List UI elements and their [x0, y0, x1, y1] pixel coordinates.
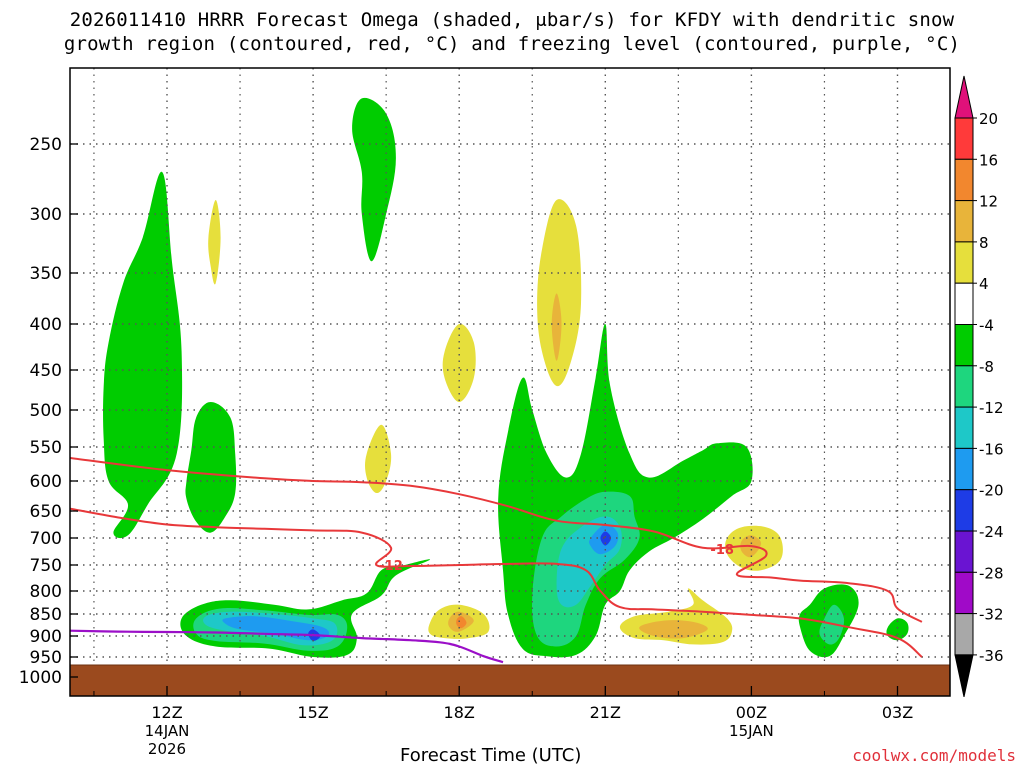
- colorbar-label: -12: [979, 399, 1004, 417]
- y-tick-label: 400: [30, 315, 62, 335]
- colorbar-label: -16: [979, 440, 1004, 458]
- y-tick-label: 950: [30, 648, 62, 668]
- colorbar-label: -28: [979, 564, 1004, 582]
- omega-shade-region: [364, 424, 392, 494]
- omega-shade-region: [208, 200, 221, 285]
- x-tick-label: 15Z: [297, 703, 328, 722]
- y-tick-label: 700: [30, 529, 62, 549]
- y-tick-label: 500: [30, 401, 62, 421]
- x-tick-label: 03Z: [882, 703, 913, 722]
- omega-shade-region: [537, 199, 582, 387]
- omega-shade-region: [600, 531, 612, 546]
- x-axis-title: Forecast Time (UTC): [400, 745, 582, 766]
- ground-surface: [70, 665, 950, 696]
- colorbar-swatch: [954, 365, 974, 408]
- colorbar-label: 8: [979, 234, 989, 252]
- x-tick-date-label: 15JAN: [729, 722, 774, 740]
- y-tick-label: 1000: [19, 668, 62, 688]
- x-tick-label: 18Z: [444, 703, 475, 722]
- colorbar-label: 4: [979, 275, 989, 293]
- colorbar-label: -32: [979, 606, 1004, 624]
- omega-shade-region: [352, 97, 396, 262]
- y-tick-label: 800: [30, 582, 62, 602]
- colorbar-swatch: [954, 447, 974, 491]
- colorbar-swatch: [954, 406, 974, 449]
- plot-frame: [69, 67, 951, 697]
- y-tick-label: 550: [30, 438, 62, 458]
- x-tick-label: 12Z: [151, 703, 182, 722]
- omega-shade-region: [442, 323, 476, 402]
- colorbar-top-arrow: [954, 75, 974, 119]
- colorbar-swatch: [954, 241, 974, 284]
- title-line-2: growth region (contoured, red, °C) and f…: [63, 33, 961, 55]
- freezing-level-contour-line: [70, 629, 504, 664]
- chart-title: 2026011410 HRRR Forecast Omega (shaded, …: [0, 8, 1024, 56]
- colorbar-label: 16: [979, 151, 998, 169]
- colorbar-swatch: [954, 530, 974, 573]
- colorbar-label: -4: [979, 317, 994, 335]
- colorbar-bottom-arrow: [954, 654, 974, 698]
- y-tick-label: 750: [30, 556, 62, 576]
- colorbar-swatch: [954, 613, 974, 656]
- colorbar-swatch: [954, 158, 974, 202]
- colorbar-swatch: [954, 200, 974, 243]
- omega-shade-region: [551, 293, 562, 361]
- title-line-1: 2026011410 HRRR Forecast Omega (shaded, …: [69, 9, 955, 31]
- omega-shade-region: [639, 620, 708, 639]
- x-tick-date-label: 14JAN: [145, 722, 190, 740]
- omega-shade-region: [185, 402, 237, 533]
- omega-shade-region: [886, 618, 909, 641]
- x-tick-label: 00Z: [736, 703, 767, 722]
- dgz-contour-line: [70, 456, 923, 623]
- colorbar-swatch: [954, 324, 974, 367]
- colorbar-swatch: [954, 489, 974, 532]
- dgz-contour-line: [70, 507, 923, 658]
- colorbar-swatch: [954, 571, 974, 615]
- y-tick-label: 850: [30, 605, 62, 625]
- colorbar-label: -20: [979, 482, 1004, 500]
- y-tick-label: 900: [30, 627, 62, 647]
- y-tick-label: 650: [30, 502, 62, 522]
- credit-link[interactable]: coolwx.com/models: [852, 746, 1016, 765]
- y-tick-label: 250: [30, 135, 62, 155]
- y-tick-label: 600: [30, 472, 62, 492]
- x-tick-label: 21Z: [590, 703, 621, 722]
- colorbar-label: 20: [979, 110, 998, 128]
- x-tick-year-label: 2026: [148, 740, 186, 758]
- dgz-contour-label: -12: [379, 559, 403, 574]
- colorbar-label: -8: [979, 358, 994, 376]
- colorbar-label: -24: [979, 523, 1004, 541]
- colorbar-swatch: [954, 282, 974, 326]
- colorbar-label: 12: [979, 193, 998, 211]
- y-tick-label: 350: [30, 264, 62, 284]
- dgz-contour-label: -18: [710, 543, 734, 558]
- y-tick-label: 450: [30, 361, 62, 381]
- omega-shade-region: [456, 616, 467, 629]
- colorbar-label: -36: [979, 647, 1004, 665]
- y-tick-label: 300: [30, 205, 62, 225]
- colorbar-swatch: [954, 117, 974, 160]
